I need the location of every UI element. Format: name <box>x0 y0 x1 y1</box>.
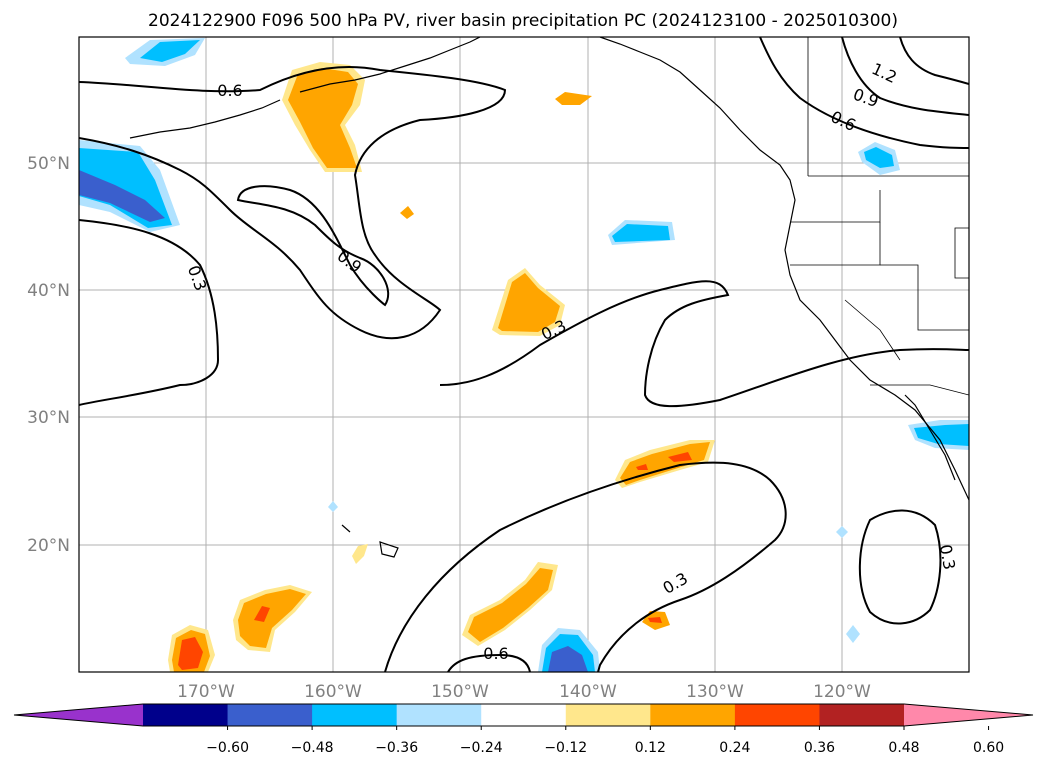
map-frame <box>78 36 970 673</box>
colorbar-cell <box>143 704 229 726</box>
colorbar-cell <box>819 704 905 726</box>
lon-tick-label: 150°W <box>431 682 489 702</box>
colorbar-tick-label: 0.24 <box>719 740 750 756</box>
map-panel: 0.6 0.9 0.3 0.3 0.6 0.3 1.2 0.9 0.6 0.3 <box>78 36 970 673</box>
contour-0.3-mid <box>439 280 969 408</box>
contour-0.6-south <box>447 653 531 672</box>
anomaly-negative <box>864 147 894 168</box>
anomaly-negative <box>836 526 848 538</box>
coastlines <box>129 37 969 558</box>
contour-0.9-inner <box>236 185 390 307</box>
contour-0.6-north <box>79 65 507 340</box>
anomaly-negative <box>612 224 670 242</box>
contour-label: 0.3 <box>936 543 959 571</box>
colorbar-tick-label: 0.36 <box>804 740 835 756</box>
colorbar-cell <box>227 704 313 726</box>
contour-0.9-ne <box>899 37 969 85</box>
anomaly-positive <box>178 637 203 670</box>
contour-0.3-west <box>79 219 220 406</box>
colorbar-tick-label: 0.48 <box>888 740 919 756</box>
anomaly-positive <box>254 606 270 622</box>
colorbar-cell <box>734 704 820 726</box>
anomaly-negative <box>79 170 165 222</box>
anomaly-positive <box>238 589 306 648</box>
colorbar-tick-label: −0.60 <box>206 740 249 756</box>
anomaly-positive <box>400 206 414 219</box>
colorbar-cell <box>565 704 651 726</box>
lon-tick-label: 120°W <box>813 682 871 702</box>
colorbar-tick-label: −0.12 <box>544 740 587 756</box>
lon-tick-label: 160°W <box>304 682 362 702</box>
contour-0.3-east <box>858 509 942 625</box>
colorbar-cell <box>650 704 736 726</box>
colorbar-cell <box>312 704 398 726</box>
anomaly-positive <box>352 544 368 564</box>
contour-0.6-ne <box>841 37 969 116</box>
lon-tick-label: 140°W <box>559 682 617 702</box>
anomaly-positive <box>468 568 553 642</box>
lon-tick-label: 130°W <box>686 682 744 702</box>
colorbar-tick-label: −0.48 <box>291 740 334 756</box>
anomaly-negative <box>328 501 338 512</box>
colorbar: −0.60 −0.48 −0.36 −0.24 −0.12 0.12 0.24 0.36 0.4… <box>13 703 1034 756</box>
anomaly-positive <box>288 68 358 168</box>
colorbar-tick-label: 0.60 <box>973 740 1004 756</box>
anomaly-negative <box>140 40 200 62</box>
lat-tick-label: 30°N <box>27 408 70 428</box>
colorbar-tick-label: −0.24 <box>460 740 503 756</box>
colorbar-tick-label: 0.12 <box>635 740 666 756</box>
borders <box>790 37 969 396</box>
colorbar-cell <box>481 704 567 726</box>
anomaly-positive <box>498 273 560 332</box>
latitude-ticks: 50°N 40°N 30°N 20°N <box>27 154 70 556</box>
pv-contours <box>79 37 969 672</box>
colorbar-ticks: −0.60 −0.48 −0.36 −0.24 −0.12 0.12 0.24 0.36 0.4… <box>206 726 1004 756</box>
contour-label: 0.6 <box>483 644 508 663</box>
anomaly-positive <box>648 617 662 623</box>
map-background <box>79 37 969 672</box>
contour-1.2-ne <box>759 37 969 149</box>
anomaly-positive <box>668 452 692 462</box>
colorbar-cells <box>14 704 1033 726</box>
longitude-ticks: 170°W 160°W 150°W 140°W 130°W 120°W <box>177 682 871 702</box>
contour-0.3-south <box>384 461 787 672</box>
map-title: 2024122900 F096 500 hPa PV, river basin … <box>148 11 898 31</box>
anomaly-negative <box>914 424 969 446</box>
lat-tick-label: 40°N <box>27 281 70 301</box>
colorbar-outline <box>13 703 1034 727</box>
anomaly-positive <box>636 464 648 470</box>
colorbar-cell <box>396 704 482 726</box>
lat-tick-label: 20°N <box>27 536 70 556</box>
colorbar-extend-min <box>14 704 143 726</box>
lon-tick-label: 170°W <box>177 682 235 702</box>
anomaly-negative <box>548 646 588 672</box>
contour-label: 0.6 <box>217 81 242 100</box>
lat-tick-label: 50°N <box>27 154 70 174</box>
shaded-anomalies <box>79 38 969 672</box>
colorbar-tick-label: −0.36 <box>375 740 418 756</box>
anomaly-negative <box>846 625 860 643</box>
anomaly-positive <box>555 92 592 105</box>
colorbar-extend-max <box>904 704 1033 726</box>
